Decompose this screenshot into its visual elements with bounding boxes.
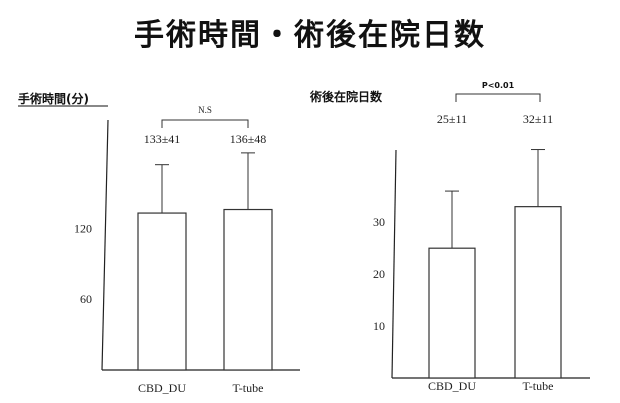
- category-label: CBD_DU: [138, 381, 186, 395]
- category-label: T-tube: [523, 379, 554, 393]
- y-tick-label: 10: [373, 319, 385, 333]
- bar: [137, 212, 187, 371]
- chart2-significance: P<0.01: [455, 81, 541, 102]
- chart1-title: 手術時間(分): [18, 91, 89, 106]
- chart1-sig-label: N.S: [198, 105, 212, 115]
- chart2-y-axis: [391, 149, 397, 379]
- category-label: T-tube: [233, 381, 264, 395]
- chart2-y-ticks: 10 20 30: [373, 215, 385, 333]
- y-tick-label: 30: [373, 215, 385, 229]
- data-label: 136±48: [230, 132, 267, 146]
- chart2-bars: 25±11 CBD_DU 32±11 T-tube: [428, 112, 562, 393]
- bar: [223, 208, 273, 371]
- chart2-title: 術後在院日数: [309, 89, 383, 104]
- chart1-significance: N.S: [161, 105, 249, 128]
- chart-postop-stay: 術後在院日数 10 20 30 25±11 CBD_DU 32±11 T-tube P<0…: [309, 81, 590, 393]
- chart1-y-axis: [101, 119, 109, 371]
- chart2-sig-label: P<0.01: [482, 81, 515, 90]
- chart1-sig-bracket: [161, 119, 249, 128]
- data-label: 133±41: [144, 132, 181, 146]
- chart-operative-time: 手術時間(分) 60 120 133±41 CBD_DU 136±48 T-tube N…: [18, 91, 300, 395]
- y-tick-label: 60: [80, 292, 92, 306]
- bar: [428, 247, 476, 379]
- page-title: 手術時間・術後在院日数: [134, 18, 486, 53]
- bar: [514, 206, 562, 379]
- y-tick-label: 20: [373, 267, 385, 281]
- chart1-bars: 133±41 CBD_DU 136±48 T-tube: [137, 132, 273, 395]
- y-tick-label: 120: [74, 221, 92, 235]
- data-label: 25±11: [437, 112, 467, 126]
- chart1-y-ticks: 60 120: [74, 221, 92, 306]
- data-label: 32±11: [523, 112, 553, 126]
- chart2-sig-bracket: [455, 93, 541, 102]
- category-label: CBD_DU: [428, 379, 476, 393]
